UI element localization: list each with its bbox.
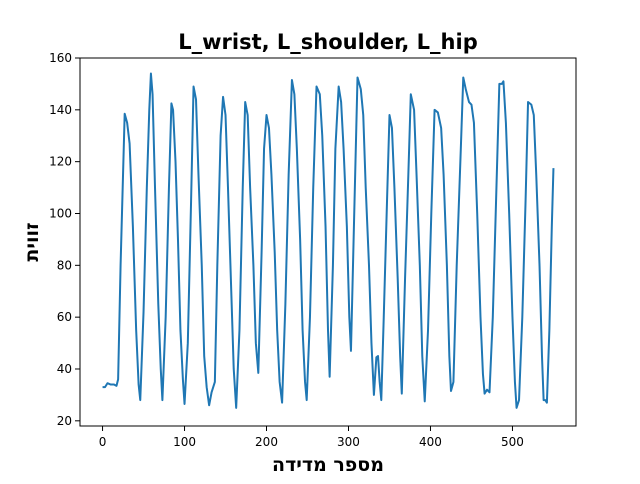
- y-tick-label: 160: [49, 51, 72, 65]
- y-tick-label: 20: [57, 414, 72, 428]
- y-tick-label: 120: [49, 155, 72, 169]
- x-axis-label: מספר מדידה: [272, 454, 384, 476]
- series-line-angle: [102, 72, 555, 409]
- chart-title: L_wrist, L_shoulder, L_hip: [178, 30, 477, 54]
- y-tick-label: 80: [57, 258, 72, 272]
- plot-area-frame: [79, 57, 577, 427]
- x-tick-label: 100: [173, 435, 196, 449]
- x-axis: 0 100 200 300 400 500: [99, 426, 524, 449]
- y-axis-label: זווית: [21, 222, 43, 261]
- x-tick-label: 0: [99, 435, 107, 449]
- y-tick-label: 60: [57, 310, 72, 324]
- x-tick-label: 400: [419, 435, 442, 449]
- y-tick-label: 100: [49, 206, 72, 220]
- y-tick-label: 140: [49, 103, 72, 117]
- x-tick-label: 500: [501, 435, 524, 449]
- y-tick-label: 40: [57, 362, 72, 376]
- y-axis: 20 40 60 80 100 120 140 160: [49, 51, 80, 428]
- x-tick-label: 300: [337, 435, 360, 449]
- x-tick-label: 200: [255, 435, 278, 449]
